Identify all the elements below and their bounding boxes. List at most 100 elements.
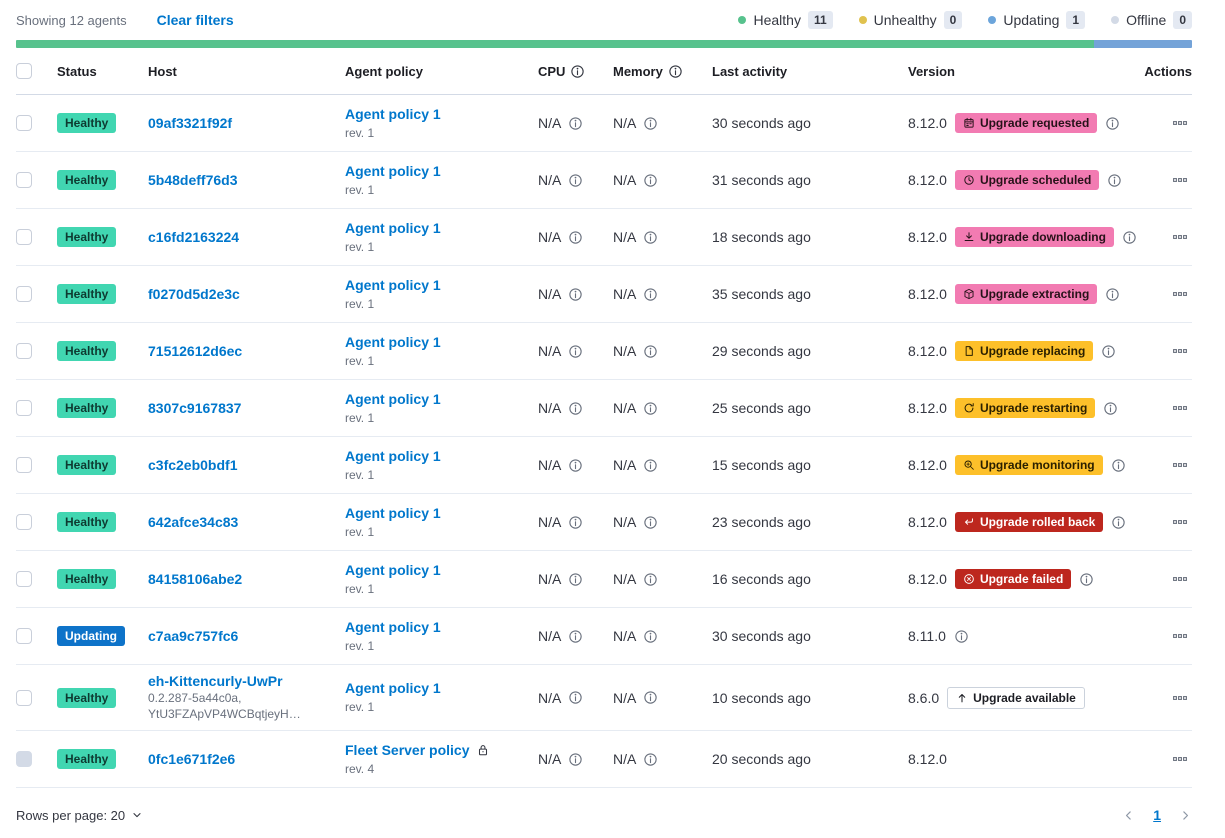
host-link[interactable]: c3fc2eb0bdf1 (148, 457, 238, 473)
row-checkbox[interactable] (16, 689, 32, 706)
row-actions-button[interactable] (1168, 686, 1192, 710)
agent-policy-link[interactable]: Agent policy 1 (345, 504, 441, 521)
upgrade-badge-label: Upgrade scheduled (979, 173, 1092, 187)
upgrade-info-icon[interactable] (1105, 116, 1120, 131)
agent-policy-link[interactable]: Agent policy 1 (345, 219, 441, 236)
host-link[interactable]: 8307c9167837 (148, 400, 242, 416)
host-link[interactable]: f0270d5d2e3c (148, 286, 240, 302)
host-link[interactable]: eh-Kittencurly-UwPr (148, 673, 283, 689)
host-link[interactable]: c7aa9c757fc6 (148, 628, 239, 644)
row-actions-button[interactable] (1168, 624, 1192, 648)
upgrade-info-icon[interactable] (1111, 458, 1126, 473)
page-number-1[interactable]: 1 (1153, 807, 1161, 823)
host-link[interactable]: 0fc1e671f2e6 (148, 751, 236, 767)
cpu-na-info-icon[interactable] (568, 629, 583, 644)
host-link[interactable]: 5b48deff76d3 (148, 172, 238, 188)
cpu-na-info-icon[interactable] (568, 230, 583, 245)
upgrade-status-badge: Upgrade rolled back (954, 512, 1104, 532)
row-actions-button[interactable] (1168, 339, 1192, 363)
row-actions-button[interactable] (1168, 567, 1192, 591)
host-link[interactable]: c16fd2163224 (148, 229, 240, 245)
row-actions-button[interactable] (1168, 396, 1192, 420)
row-checkbox[interactable] (16, 343, 32, 359)
cpu-na-info-icon[interactable] (568, 572, 583, 587)
memory-na-info-icon[interactable] (643, 344, 658, 359)
next-page-button[interactable] (1179, 809, 1192, 822)
row-actions-button[interactable] (1168, 225, 1192, 249)
last-activity-value: 35 seconds ago (712, 286, 811, 302)
memory-na-info-icon[interactable] (643, 458, 658, 473)
row-checkbox[interactable] (16, 514, 32, 530)
host-link[interactable]: 71512612d6ec (148, 343, 243, 359)
status-badge: Healthy (57, 170, 117, 190)
agent-policy-link[interactable]: Fleet Server policy (345, 741, 470, 758)
upgrade-info-icon[interactable] (1111, 515, 1126, 530)
agent-policy-link[interactable]: Agent policy 1 (345, 618, 441, 635)
upgrade-info-icon[interactable] (1105, 287, 1120, 302)
cpu-na-info-icon[interactable] (568, 401, 583, 416)
legend-count-badge: 0 (943, 11, 963, 29)
upgrade-info-icon[interactable] (1103, 401, 1118, 416)
row-checkbox[interactable] (16, 628, 32, 644)
memory-na-info-icon[interactable] (643, 690, 658, 705)
memory-na-info-icon[interactable] (643, 401, 658, 416)
agent-policy-link[interactable]: Agent policy 1 (345, 561, 441, 578)
row-checkbox[interactable] (16, 400, 32, 416)
agent-policy-link[interactable]: Agent policy 1 (345, 276, 441, 293)
agent-policy-link[interactable]: Agent policy 1 (345, 447, 441, 464)
agent-policy-link[interactable]: Agent policy 1 (345, 333, 441, 350)
table-row: Healthy f0270d5d2e3c Agent policy 1 rev.… (16, 266, 1192, 323)
cpu-na-info-icon[interactable] (568, 752, 583, 767)
cpu-info-icon[interactable] (570, 64, 585, 79)
upgrade-info-icon[interactable] (1101, 344, 1116, 359)
rows-per-page-button[interactable]: Rows per page: 20 (16, 808, 143, 823)
cpu-na-info-icon[interactable] (568, 458, 583, 473)
memory-na-info-icon[interactable] (643, 173, 658, 188)
upgrade-info-icon[interactable] (1107, 173, 1122, 188)
row-checkbox[interactable] (16, 457, 32, 473)
cpu-na-info-icon[interactable] (568, 173, 583, 188)
row-checkbox[interactable] (16, 115, 32, 131)
memory-na-info-icon[interactable] (643, 572, 658, 587)
clear-filters-link[interactable]: Clear filters (156, 12, 234, 28)
cpu-na-info-icon[interactable] (568, 344, 583, 359)
upgrade-info-icon[interactable] (954, 629, 969, 644)
upgrade-info-icon[interactable] (1122, 230, 1137, 245)
status-badge: Healthy (57, 749, 117, 769)
table-row: Healthy c16fd2163224 Agent policy 1 rev.… (16, 209, 1192, 266)
row-actions-button[interactable] (1168, 168, 1192, 192)
memory-na-info-icon[interactable] (643, 287, 658, 302)
host-link[interactable]: 09af3321f92f (148, 115, 233, 131)
agent-policy-link[interactable]: Agent policy 1 (345, 105, 441, 122)
row-actions-button[interactable] (1168, 282, 1192, 306)
agent-policy-link[interactable]: Agent policy 1 (345, 390, 441, 407)
row-actions-button[interactable] (1168, 111, 1192, 135)
memory-na-info-icon[interactable] (643, 515, 658, 530)
row-checkbox[interactable] (16, 751, 32, 767)
cpu-na-info-icon[interactable] (568, 690, 583, 705)
row-actions-button[interactable] (1168, 453, 1192, 477)
memory-na-info-icon[interactable] (643, 116, 658, 131)
upgrade-info-icon[interactable] (1079, 572, 1094, 587)
select-all-checkbox[interactable] (16, 63, 32, 79)
host-link[interactable]: 642afce34c83 (148, 514, 239, 530)
previous-page-button[interactable] (1122, 809, 1135, 822)
row-actions-button[interactable] (1168, 510, 1192, 534)
memory-na-info-icon[interactable] (643, 230, 658, 245)
cpu-na-info-icon[interactable] (568, 287, 583, 302)
row-checkbox[interactable] (16, 286, 32, 302)
cpu-na-info-icon[interactable] (568, 515, 583, 530)
policy-revision: rev. 1 (345, 125, 375, 140)
row-checkbox[interactable] (16, 229, 32, 245)
agent-policy-link[interactable]: Agent policy 1 (345, 680, 441, 696)
memory-info-icon[interactable] (668, 64, 683, 79)
row-checkbox[interactable] (16, 571, 32, 587)
memory-na-info-icon[interactable] (643, 629, 658, 644)
row-checkbox[interactable] (16, 172, 32, 188)
row-actions-button[interactable] (1168, 747, 1192, 771)
status-badge: Healthy (57, 227, 117, 247)
agent-policy-link[interactable]: Agent policy 1 (345, 162, 441, 179)
host-link[interactable]: 84158106abe2 (148, 571, 243, 587)
cpu-na-info-icon[interactable] (568, 116, 583, 131)
memory-na-info-icon[interactable] (643, 752, 658, 767)
